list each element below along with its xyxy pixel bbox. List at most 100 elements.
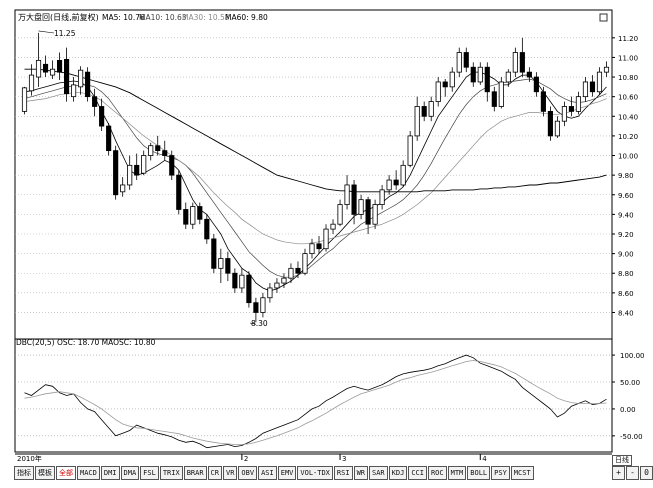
candle-body	[225, 258, 231, 274]
sub-y-tick-label: 100.00	[620, 352, 645, 360]
candle-body	[372, 204, 378, 225]
toolbar-button[interactable]: KDJ	[388, 466, 408, 480]
y-tick-label: 8.40	[618, 309, 634, 317]
toolbar-button[interactable]: TRIX	[159, 466, 183, 480]
low-marker	[249, 322, 256, 325]
candle-body	[49, 68, 56, 76]
candle-body	[470, 66, 476, 83]
candle-body	[246, 274, 252, 304]
toolbar-button[interactable]: ROC	[427, 466, 447, 480]
candle-body	[330, 223, 336, 230]
candle-body	[176, 174, 182, 210]
candle-body	[295, 267, 301, 274]
ma10-label: MA10: 10.63	[139, 13, 187, 22]
candle-body	[337, 204, 343, 225]
maosc-line	[24, 360, 607, 445]
toolbar-button[interactable]: BRAR	[183, 466, 207, 480]
candle-body	[239, 274, 245, 289]
month-label: 2	[244, 455, 248, 463]
toolbar-button[interactable]: SAR	[369, 466, 388, 480]
toolbar-button[interactable]: FSL	[140, 466, 159, 480]
candle-body	[547, 110, 553, 137]
toolbar-button[interactable]: DMA	[120, 466, 140, 480]
y-tick-label: 8.60	[618, 290, 634, 298]
candle-body	[533, 76, 539, 93]
y-tick-label: 8.80	[618, 270, 634, 278]
dbc-label: DBC(20,5) OSC: 18.70 MAOSC: 10.80	[16, 338, 156, 347]
candle-body	[204, 218, 210, 240]
toolbar-button[interactable]: MACD	[77, 466, 100, 480]
candle-body	[449, 71, 455, 88]
zoom-out-button[interactable]: -	[626, 466, 639, 480]
candle-body	[505, 71, 511, 83]
candle-body	[183, 209, 189, 225]
candle-body	[127, 164, 133, 186]
toolbar-button[interactable]: VR	[222, 466, 238, 480]
candle-body	[134, 164, 140, 176]
sub-y-tick-label: 0.00	[620, 406, 636, 414]
candle-body	[316, 243, 322, 250]
candle-body	[253, 302, 259, 313]
candle-body	[92, 96, 98, 107]
toolbar-button[interactable]: PSY	[491, 466, 510, 480]
zoom-in-button[interactable]: +	[612, 466, 625, 480]
y-tick-label: 10.60	[618, 94, 638, 102]
toolbar-button[interactable]: VOL-TDX	[297, 466, 333, 480]
candle-body	[407, 135, 413, 166]
toolbar-button[interactable]: 全部	[56, 466, 76, 480]
low-annotation: 8.30	[251, 319, 268, 328]
candle-body	[28, 74, 35, 92]
y-tick-label: 9.60	[618, 192, 634, 200]
candle-body	[344, 184, 350, 205]
toolbar-button[interactable]: 指标	[14, 466, 34, 480]
candle-body	[386, 179, 392, 191]
ma60-line	[24, 68, 607, 193]
reset-button[interactable]: 0	[640, 466, 653, 480]
toolbar-button[interactable]: WR	[353, 466, 368, 480]
candle-body	[589, 81, 596, 93]
ma30-label: MA30: 10.58	[182, 13, 230, 22]
candle-body	[421, 106, 427, 117]
candle-body	[260, 297, 266, 313]
y-tick-label: 10.80	[618, 74, 638, 82]
y-tick-label: 11.20	[618, 35, 638, 43]
high-annotation: 11.25	[54, 29, 76, 38]
candle-body	[71, 84, 77, 98]
candle-body	[85, 71, 91, 98]
toolbar-button[interactable]: EMV	[277, 466, 297, 480]
toolbar-button[interactable]: MCST	[510, 466, 534, 480]
y-tick-label: 10.40	[618, 113, 638, 121]
candle-body	[274, 282, 280, 289]
toolbar-button[interactable]: CR	[207, 466, 222, 480]
toolbar-button[interactable]: ASI	[258, 466, 277, 480]
sub-y-tick-label: -50.00	[620, 433, 643, 441]
toolbar-button[interactable]: MTM	[447, 466, 467, 480]
chart-frame	[14, 9, 613, 453]
candle-body	[596, 71, 603, 93]
candle-body	[267, 287, 273, 299]
y-tick-label: 9.20	[618, 231, 634, 239]
toolbar-button[interactable]: RSI	[333, 466, 353, 480]
candle-body	[498, 81, 504, 107]
candle-body	[561, 106, 567, 122]
toolbar-button[interactable]: CCI	[408, 466, 427, 480]
toolbar-button[interactable]: BOLL	[467, 466, 491, 480]
candle-body	[169, 155, 175, 176]
toolbar-button[interactable]: DMI	[100, 466, 120, 480]
high-marker	[38, 30, 55, 34]
indicator-toolbar: 指标 模板 全部 MACD DMI DMA FSL TRIX BRAR CR VR OBV ASI EMV…	[14, 466, 535, 480]
stock-name: 万大盘回(日线,前复权)	[18, 12, 99, 22]
candle-body	[302, 253, 308, 274]
candle-body	[218, 258, 224, 269]
toolbar-button[interactable]: 模板	[35, 466, 55, 480]
candle-body	[309, 243, 315, 255]
period-tab[interactable]: 日线	[612, 455, 632, 466]
candle-body	[281, 277, 287, 284]
y-tick-label: 10.00	[618, 153, 638, 161]
toolbar-button[interactable]: OBV	[238, 466, 258, 480]
candle-body	[113, 150, 119, 196]
window-icon[interactable]	[599, 13, 608, 22]
candle-body	[358, 199, 364, 215]
